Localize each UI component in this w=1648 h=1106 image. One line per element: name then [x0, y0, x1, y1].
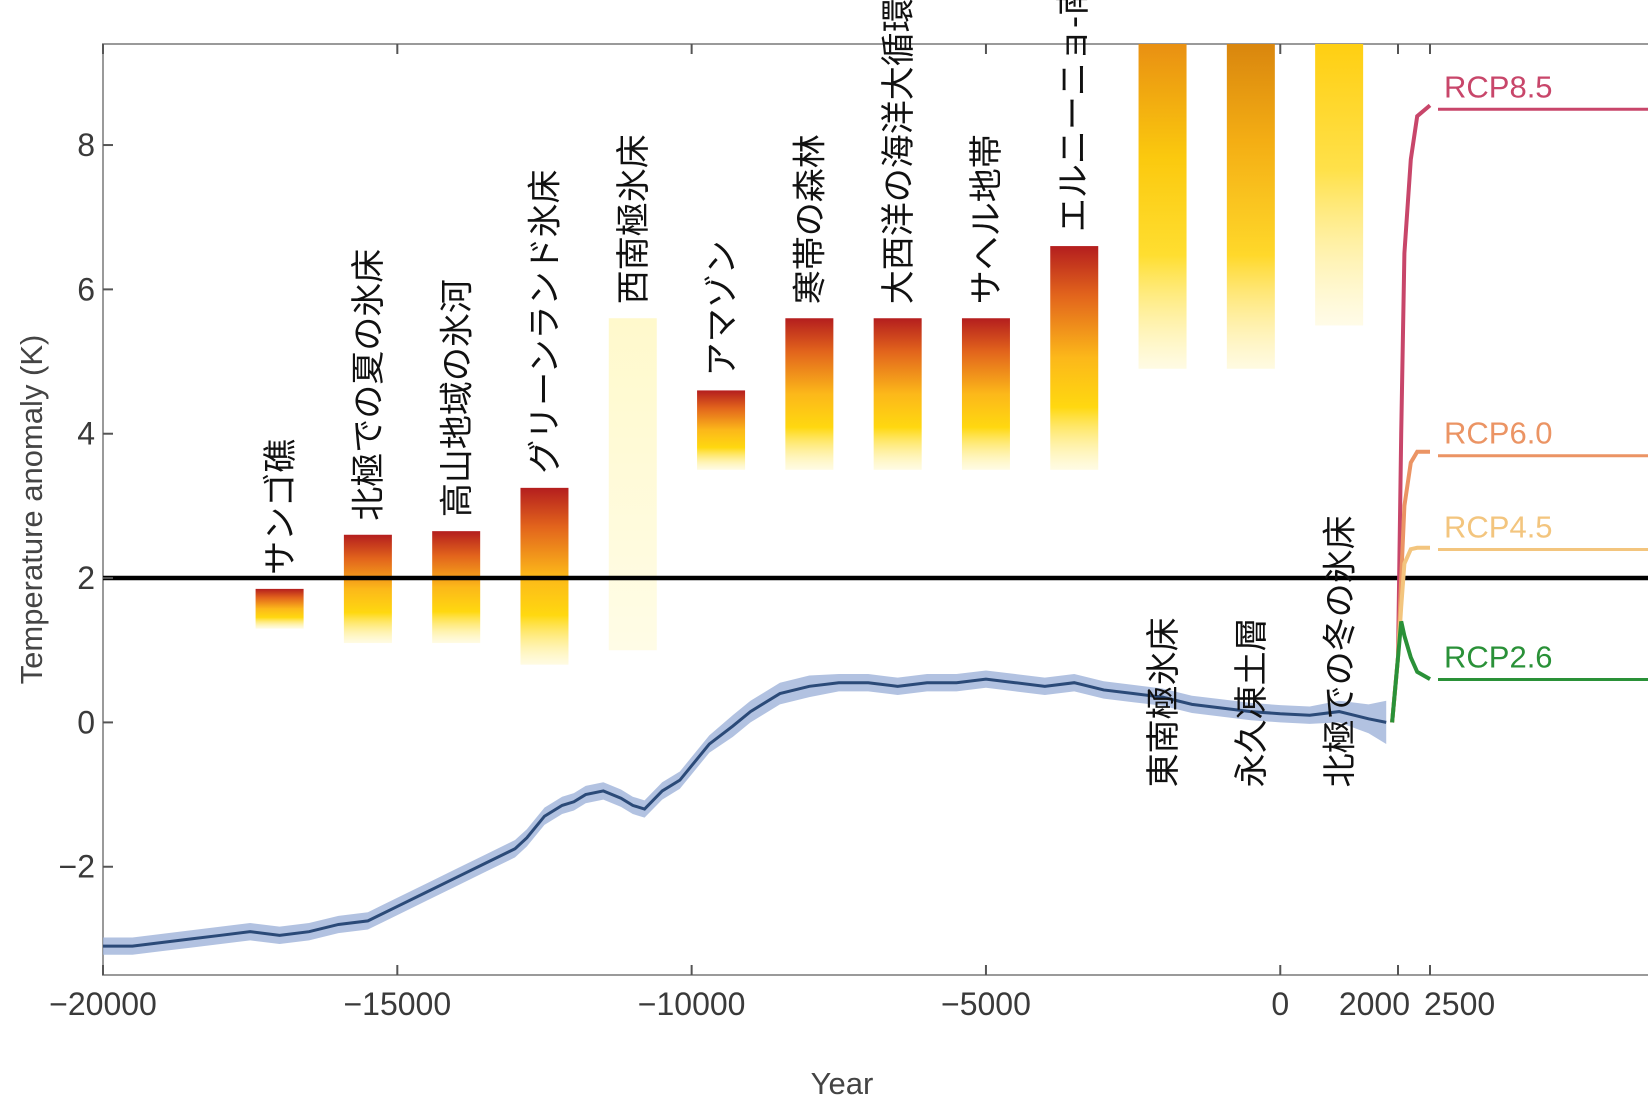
tipping-label: エルニーニョ-南方振動 — [1054, 0, 1094, 232]
tipping-label: サヘル地帯 — [967, 134, 1007, 304]
tipping-label: 大西洋の海洋大循環 — [879, 0, 919, 304]
y-tick-label: 0 — [77, 704, 95, 740]
tipping-bar — [343, 534, 392, 644]
y-tick-label: −2 — [59, 849, 95, 885]
rcp-label: RCP6.0 — [1444, 416, 1553, 451]
y-tick-label: 6 — [77, 271, 95, 307]
tipping-label: 東南極氷床 — [1144, 617, 1184, 787]
plot-frame — [102, 43, 1648, 976]
x-tick-label: 2500 — [1424, 986, 1495, 1022]
y-tick-label: 4 — [77, 416, 95, 452]
reconstruction-line — [103, 677, 1387, 948]
rcp-label: RCP2.6 — [1444, 639, 1553, 674]
x-axis-label: Year — [811, 1066, 874, 1101]
x-tick-label: 0 — [1271, 986, 1289, 1022]
tipping-label: 北極での夏の氷床 — [349, 249, 389, 521]
x-tick-label: −10000 — [638, 986, 746, 1022]
tipping-bar — [1138, 44, 1187, 369]
rcp-label: RCP8.5 — [1444, 69, 1553, 104]
tipping-bar — [1226, 44, 1275, 369]
tipping-bar — [785, 318, 834, 470]
tipping-label: アマゾン — [702, 240, 742, 376]
rcp-label: RCP4.5 — [1444, 510, 1553, 545]
tipping-bar — [1050, 246, 1099, 470]
tipping-label: 西南極氷床 — [614, 134, 654, 304]
x-tick-label: −5000 — [941, 986, 1031, 1022]
y-tick-label: 8 — [77, 127, 95, 163]
x-tick-label: 2000 — [1339, 986, 1410, 1022]
rcp-line — [1390, 620, 1431, 723]
tipping-bar — [873, 318, 922, 470]
y-tick-label: 2 — [77, 560, 95, 596]
tipping-label: 寒帯の森林 — [791, 134, 831, 304]
tipping-bar — [432, 531, 481, 644]
tipping-bar — [608, 318, 657, 651]
y-axis-label: Temperature anomaly (K) — [14, 335, 49, 685]
tipping-label: 高山地域の氷河 — [437, 279, 477, 517]
tipping-bar — [697, 390, 746, 470]
uncertainty-band — [103, 670, 1387, 955]
x-tick-label: −20000 — [49, 986, 157, 1022]
tipping-bar — [1315, 44, 1364, 326]
tipping-bar — [255, 588, 304, 629]
tipping-bar — [961, 318, 1010, 470]
tipping-label: 北極での冬の氷床 — [1320, 515, 1360, 787]
tipping-label: 永久凍土層 — [1232, 617, 1272, 787]
x-tick-label: −15000 — [343, 986, 451, 1022]
tipping-label: サンゴ礁 — [261, 439, 301, 575]
tipping-label: グリーンランド氷床 — [526, 170, 566, 474]
